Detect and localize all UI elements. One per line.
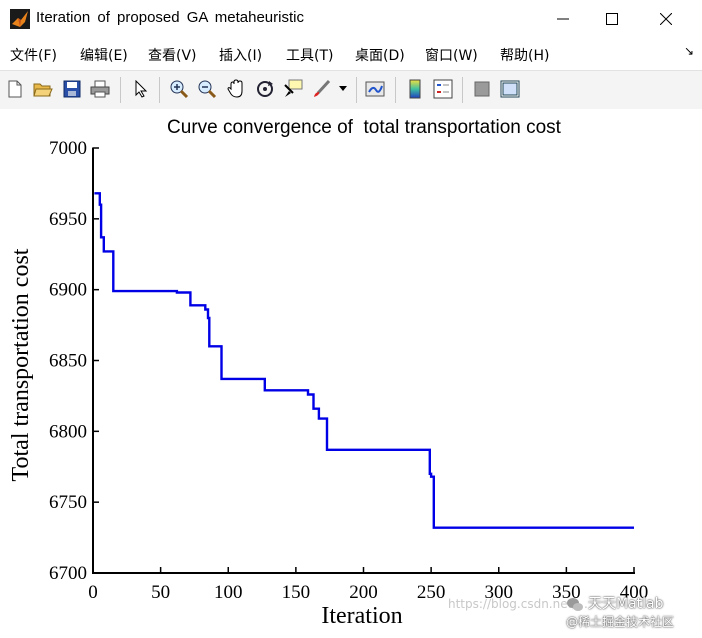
y-tick-label: 6700 [49, 563, 87, 584]
save-icon[interactable] [61, 78, 83, 100]
menu-view[interactable]: 查看(V) [148, 48, 197, 64]
brush-dropdown-icon[interactable] [336, 78, 350, 100]
menu-insert[interactable]: 插入(I) [219, 48, 263, 64]
zoom-out-icon[interactable] [196, 78, 218, 100]
x-axis-label: Iteration [321, 603, 402, 629]
close-button[interactable] [643, 4, 689, 34]
menu-file[interactable]: 文件(F) [10, 48, 57, 64]
menu-edit[interactable]: 编辑(E) [80, 48, 128, 64]
matlab-figure-icon [10, 9, 30, 29]
x-tick-label: 100 [214, 582, 243, 603]
y-tick-label: 6800 [49, 421, 87, 442]
watermark-url: https://blog.csdn.net/... [448, 597, 588, 611]
minimize-icon [557, 18, 569, 20]
hide-plot-tools-icon[interactable] [471, 78, 493, 100]
wechat-icon [566, 597, 584, 613]
colorbar-icon[interactable] [404, 78, 426, 100]
zoom-in-icon[interactable] [168, 78, 190, 100]
close-icon [660, 13, 672, 25]
x-tick-label: 200 [349, 582, 378, 603]
menu-tools[interactable]: 工具(T) [286, 48, 334, 64]
watermark-brand: 天天Matlab [588, 596, 664, 612]
y-tick-label: 7000 [49, 138, 87, 159]
new-figure-icon[interactable] [4, 78, 26, 100]
window-title: Iteration of proposed GA metaheuristic [36, 9, 304, 26]
figure-canvas: Curve convergence of total transportatio… [0, 109, 702, 634]
y-tick-label: 6900 [49, 280, 87, 301]
x-tick-label: 150 [282, 582, 311, 603]
window-titlebar: Iteration of proposed GA metaheuristic [0, 0, 702, 38]
menu-desktop[interactable]: 桌面(D) [355, 48, 405, 64]
x-tick-label: 0 [88, 582, 98, 603]
open-folder-icon[interactable] [32, 78, 54, 100]
x-tick-label: 250 [417, 582, 446, 603]
x-tick-label: 300 [485, 582, 514, 603]
maximize-button[interactable] [589, 4, 635, 34]
x-tick-label: 400 [620, 582, 649, 603]
pointer-icon[interactable] [130, 78, 152, 100]
menu-help[interactable]: 帮助(H) [500, 48, 550, 64]
watermark-credit: @稀土掘金技术社区 [566, 615, 675, 629]
maximize-icon [606, 13, 618, 25]
x-tick-label: 50 [151, 582, 170, 603]
brush-icon[interactable] [311, 78, 333, 100]
print-icon[interactable] [89, 78, 111, 100]
menu-bar: 文件(F) 编辑(E) 查看(V) 插入(I) 工具(T) 桌面(D) 窗口(W… [0, 38, 702, 70]
chart-title: Curve convergence of total transportatio… [167, 117, 562, 138]
legend-icon[interactable] [432, 78, 454, 100]
x-tick-label: 350 [552, 582, 581, 603]
rotate-3d-icon[interactable] [254, 78, 276, 100]
y-tick-label: 6850 [49, 351, 87, 372]
y-tick-label: 6950 [49, 209, 87, 230]
series-line [94, 192, 634, 529]
minimize-button[interactable] [540, 4, 586, 34]
data-cursor-icon[interactable] [282, 78, 304, 100]
figure-toolbar [0, 70, 702, 110]
y-axis-label: Total transportation cost [8, 248, 34, 481]
dock-arrow-icon[interactable]: ↘ [684, 44, 695, 58]
pan-hand-icon[interactable] [225, 78, 247, 100]
y-tick-label: 6750 [49, 492, 87, 513]
show-plot-tools-icon[interactable] [499, 78, 521, 100]
menu-window[interactable]: 窗口(W) [425, 48, 478, 64]
link-plot-icon[interactable] [364, 78, 386, 100]
convergence-chart: Curve convergence of total transportatio… [8, 117, 649, 629]
